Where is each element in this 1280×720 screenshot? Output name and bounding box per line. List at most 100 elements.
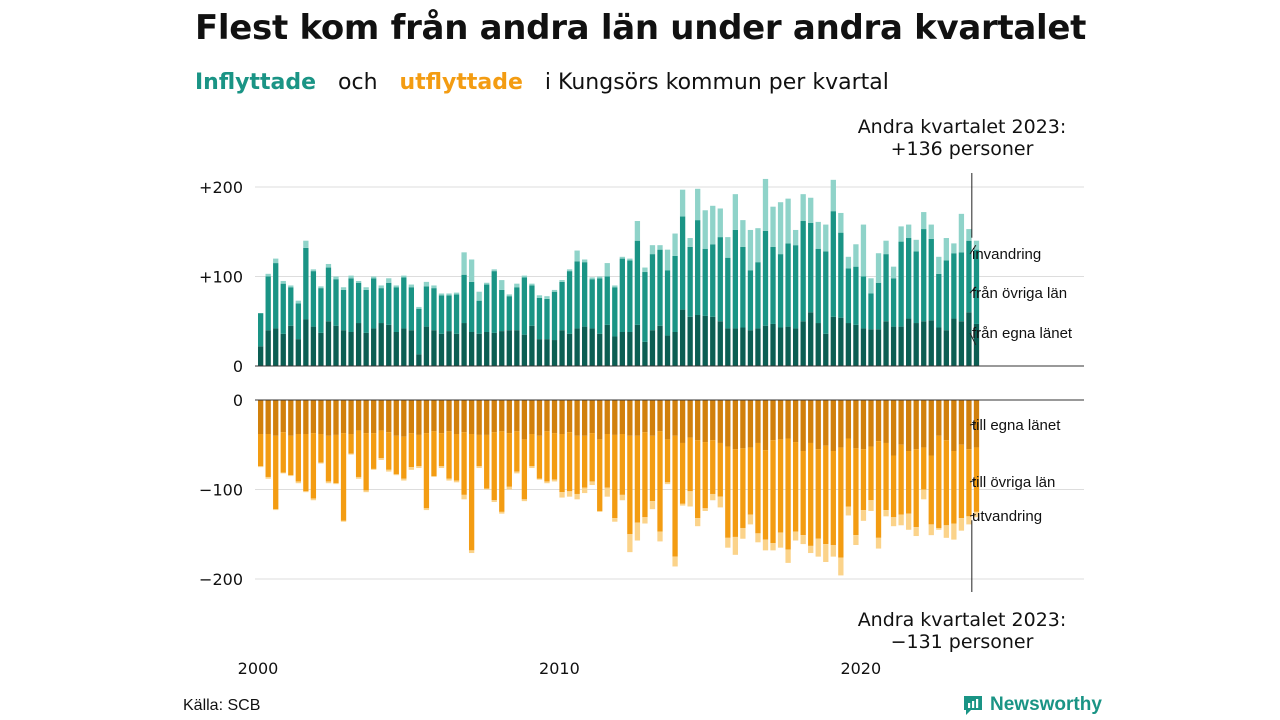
bar-out-1	[823, 445, 829, 545]
bar-in-0	[830, 316, 836, 366]
bar-out-2	[800, 535, 806, 545]
bar-out-1	[634, 435, 641, 523]
bar-out-2	[303, 491, 309, 493]
bar-in-0	[710, 316, 716, 366]
bar-out-2	[906, 513, 912, 530]
bar-in-1	[258, 313, 264, 347]
bar-in-2	[830, 179, 836, 212]
bar-in-2	[484, 282, 490, 285]
bar-in-0	[559, 330, 565, 366]
bar-in-1	[762, 230, 769, 326]
bar-in-1	[868, 293, 874, 330]
bar-out-0	[536, 400, 543, 436]
bar-out-0	[529, 400, 535, 435]
label-leader-in	[969, 286, 977, 294]
bar-in-1	[536, 297, 543, 340]
bar-in-0	[958, 321, 965, 366]
bar-in-0	[906, 318, 912, 366]
bar-out-0	[476, 400, 482, 435]
bar-out-0	[431, 400, 437, 432]
bar-out-0	[363, 400, 369, 434]
bar-out-0	[438, 400, 445, 434]
bar-out-2	[702, 508, 708, 511]
bar-in-2	[875, 253, 882, 283]
bar-in-1	[687, 246, 693, 317]
bar-out-1	[973, 447, 980, 512]
bar-out-2	[597, 510, 603, 512]
bar-out-0	[258, 400, 264, 435]
bar-in-2	[642, 267, 648, 273]
bar-out-1	[710, 440, 716, 494]
bar-in-1	[951, 253, 957, 319]
bar-in-0	[860, 328, 867, 366]
bar-in-0	[295, 339, 301, 366]
bar-out-1	[845, 438, 852, 507]
bar-in-0	[966, 312, 972, 366]
label-leader-out	[969, 514, 976, 517]
bar-in-1	[574, 261, 580, 329]
bar-out-1	[514, 431, 520, 472]
bar-in-2	[770, 206, 776, 247]
bar-in-1	[906, 238, 912, 319]
series-label-out: till egna länet	[972, 417, 1061, 434]
bar-out-1	[725, 446, 731, 538]
bar-out-2	[921, 489, 927, 500]
bar-out-0	[717, 400, 723, 443]
bar-out-1	[875, 441, 882, 538]
bar-in-1	[928, 238, 934, 321]
bar-out-0	[491, 400, 497, 433]
bar-out-2	[604, 487, 610, 497]
bar-in-1	[453, 294, 460, 334]
bar-out-2	[936, 527, 942, 530]
bar-out-1	[589, 433, 595, 482]
bar-out-2	[363, 490, 369, 493]
bar-in-2	[747, 229, 754, 271]
bar-out-1	[679, 442, 686, 504]
bar-in-0	[491, 332, 497, 366]
bar-in-0	[800, 321, 806, 366]
bar-out-0	[589, 400, 595, 434]
bar-in-0	[890, 326, 897, 366]
bar-out-1	[747, 447, 754, 515]
bar-out-0	[566, 400, 573, 433]
bar-in-0	[438, 333, 445, 366]
bar-out-0	[649, 400, 656, 436]
x-tick-label: 2010	[539, 659, 580, 678]
bar-out-2	[898, 514, 904, 526]
bar-in-2	[551, 289, 558, 292]
bar-in-0	[280, 333, 286, 366]
bar-out-1	[604, 434, 610, 488]
bar-out-0	[521, 400, 528, 440]
bar-out-1	[921, 447, 927, 490]
bar-out-1	[672, 435, 678, 557]
bar-in-2	[619, 256, 625, 259]
bar-out-2	[371, 468, 377, 470]
bar-out-0	[777, 400, 784, 440]
bar-in-2	[491, 269, 497, 272]
bar-in-2	[386, 278, 392, 283]
bar-out-0	[280, 400, 286, 433]
bar-in-1	[853, 266, 859, 325]
bar-in-1	[800, 221, 806, 322]
bar-out-2	[815, 538, 821, 557]
bar-out-0	[936, 400, 942, 436]
bar-in-0	[371, 328, 377, 366]
bar-in-1	[725, 257, 731, 329]
bar-in-1	[845, 268, 852, 324]
bar-out-2	[393, 474, 399, 476]
bar-in-0	[732, 328, 739, 366]
bar-out-0	[634, 400, 641, 436]
bar-out-2	[310, 498, 317, 501]
bar-out-0	[582, 400, 588, 436]
bar-in-0	[762, 325, 769, 366]
bar-out-0	[747, 400, 754, 448]
bar-in-2	[416, 306, 422, 309]
bar-out-0	[770, 400, 776, 441]
bar-out-2	[966, 516, 972, 525]
brand-name: Newsworthy	[990, 694, 1102, 715]
bar-out-0	[687, 400, 693, 438]
brand-logo[interactable]: Newsworthy	[962, 694, 1102, 716]
bar-in-2	[499, 280, 505, 290]
bar-out-2	[710, 493, 716, 501]
bar-in-0	[355, 323, 362, 366]
